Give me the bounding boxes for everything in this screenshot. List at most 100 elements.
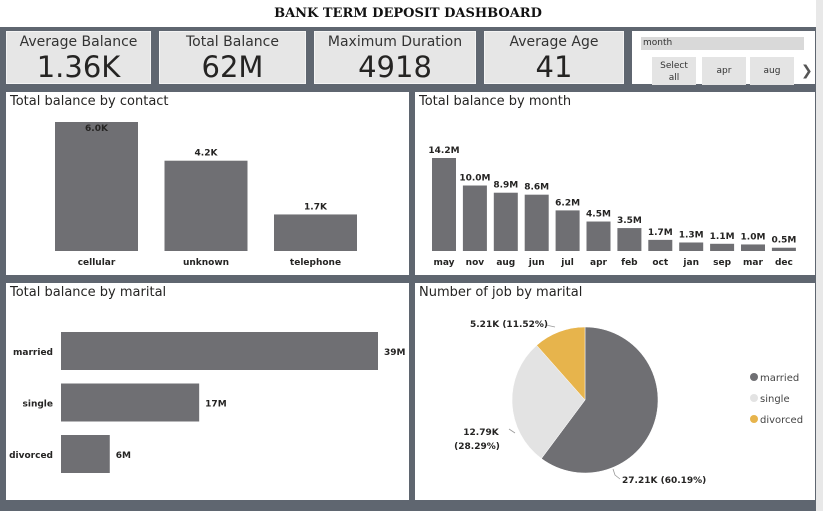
marital-pie-chart: 27.21K (60.19%) 12.79K (28.29%) 5.21K (11.5…: [454, 320, 803, 486]
category-label: single: [23, 400, 53, 410]
category-label: may: [433, 258, 454, 268]
legend-marker-married: [750, 373, 758, 381]
panel-balance-by-month: Total balance by month 14.2M may 10.0M nov 8…: [415, 92, 815, 275]
bar-aug: [493, 192, 518, 251]
data-label: 6M: [116, 451, 131, 461]
legend-marker-single: [750, 394, 758, 402]
category-label: feb: [621, 258, 638, 268]
data-label: 6.0K: [85, 124, 109, 134]
category-label: mar: [743, 258, 763, 268]
data-label: 4.5M: [586, 210, 611, 220]
data-label: 14.2M: [428, 146, 459, 156]
category-label: jan: [682, 258, 699, 268]
data-label: 1.0M: [741, 232, 766, 242]
pie-slice-married: [541, 326, 659, 474]
data-label: 8.9M: [493, 181, 518, 191]
leader-line-married: [612, 468, 621, 480]
slice-label-divorced: 5.21K (11.52%): [470, 320, 548, 330]
bar-unknown: [164, 160, 248, 251]
data-label: 3.5M: [617, 216, 642, 226]
chart-title: Total balance by contact: [10, 94, 169, 109]
slicer-field-label[interactable]: month: [641, 37, 804, 50]
slice-label-single: 12.79K: [463, 428, 499, 438]
pie-slice-single: [511, 344, 586, 459]
data-label: 1.7M: [648, 228, 673, 238]
panel-job-by-marital: Number of job by marital 27.21K (60.19%)…: [415, 283, 815, 500]
category-label: oct: [652, 258, 669, 268]
slicer-option-label: aug: [763, 66, 781, 76]
bar-jul: [555, 210, 580, 251]
dashboard-title: BANK TERM DEPOSIT DASHBOARD: [274, 6, 542, 21]
leader-line-single: [508, 428, 516, 434]
panel-balance-by-contact: Total balance by contact 6.0K cellular 4.2…: [6, 92, 409, 275]
category-label: married: [13, 348, 53, 358]
slicer-option-apr[interactable]: apr: [702, 57, 746, 85]
category-label: cellular: [78, 258, 116, 268]
legend-marker-divorced: [750, 415, 758, 423]
bar-apr: [586, 221, 611, 251]
slicer-option-aug[interactable]: aug: [750, 57, 794, 85]
category-label: jun: [528, 258, 545, 268]
chart-title: Total balance by month: [419, 94, 572, 109]
data-label: 10.0M: [459, 174, 490, 184]
category-label: dec: [775, 258, 793, 268]
bar-nov: [462, 185, 487, 251]
category-label: unknown: [183, 258, 229, 268]
chart-title: Number of job by marital: [419, 285, 583, 300]
chevron-right-icon[interactable]: ❯: [801, 63, 813, 79]
bar-feb: [617, 228, 642, 251]
right-scroll-strip: [816, 0, 823, 511]
data-label: 4.2K: [195, 149, 219, 159]
slice-label-married: 27.21K (60.19%): [622, 476, 706, 486]
category-label: nov: [466, 258, 485, 268]
slicer-option-select-all[interactable]: Select all: [652, 57, 696, 85]
category-label: apr: [590, 258, 608, 268]
kpi-value: 1.36K: [36, 50, 121, 84]
data-label: 6.2M: [555, 198, 580, 208]
legend-label-married: married: [760, 373, 799, 384]
category-label: telephone: [290, 258, 341, 268]
data-label: 0.5M: [771, 236, 796, 246]
data-label: 1.1M: [710, 232, 735, 242]
slicer-option-label: Select all: [660, 61, 688, 83]
chart-title: Total balance by marital: [10, 285, 167, 300]
data-label: 1.7K: [304, 202, 328, 212]
bar-oct: [648, 239, 673, 251]
kpi-label: Average Age: [509, 34, 599, 50]
data-label: 1.3M: [679, 230, 704, 240]
bar-cellular: [55, 122, 138, 251]
bar-single: [61, 383, 200, 422]
slicer-option-label: apr: [716, 66, 732, 76]
kpi-label: Average Balance: [19, 34, 138, 50]
bar-sep: [710, 243, 735, 251]
pie-slice-divorced: [536, 326, 586, 401]
legend-label-divorced: divorced: [760, 415, 803, 426]
title-bar: BANK TERM DEPOSIT DASHBOARD: [0, 0, 816, 27]
data-label: 39M: [384, 348, 406, 358]
data-label: 17M: [205, 400, 227, 410]
bar-jan: [679, 242, 704, 251]
bar-divorced: [61, 435, 110, 473]
leader-line-divorced: [545, 324, 556, 328]
panel-balance-by-marital: Total balance by marital 39M married 17M si…: [6, 283, 409, 500]
category-label: jul: [560, 258, 574, 268]
kpi-value: 62M: [201, 50, 264, 84]
bar-telephone: [274, 214, 357, 251]
month-slicer: month Select all apr aug ❯: [632, 31, 815, 85]
kpi-value: 4918: [358, 50, 432, 84]
legend-label-single: single: [760, 394, 790, 405]
kpi-average-age: Average Age 41: [484, 31, 624, 84]
bar-married: [61, 332, 378, 370]
category-label: divorced: [9, 451, 53, 461]
kpi-label: Total Balance: [186, 34, 279, 50]
month-bar-chart: 14.2M may 10.0M nov 8.9M aug 8.6M jun 6.2M jul 4.5…: [428, 146, 796, 268]
category-label: aug: [496, 258, 515, 268]
bar-may: [432, 158, 456, 251]
slice-label-single-percent: (28.29%): [454, 442, 500, 452]
kpi-average-balance: Average Balance 1.36K: [6, 31, 151, 84]
bar-jun: [524, 194, 549, 251]
data-label: 8.6M: [524, 183, 549, 193]
marital-hbar-chart: 39M married 17M single 6M divorced: [9, 332, 406, 473]
contact-bar-chart: 6.0K cellular 4.2K unknown 1.7K telephone: [55, 122, 357, 268]
bar-dec: [771, 247, 796, 251]
